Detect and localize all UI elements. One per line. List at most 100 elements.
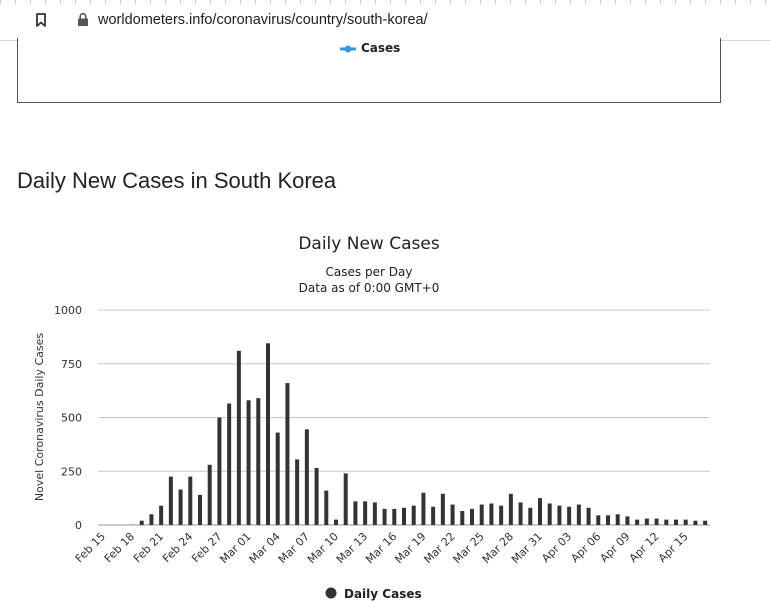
bar-mar-05[interactable] — [285, 383, 290, 525]
bar-feb-25[interactable] — [198, 494, 202, 525]
bar-apr-04[interactable] — [576, 504, 581, 525]
bar-apr-17[interactable] — [703, 520, 708, 525]
x-tick-label: Mar 01 — [217, 530, 253, 566]
bar-feb-19[interactable] — [139, 520, 144, 525]
y-tick-label: 1000 — [54, 304, 82, 317]
bar-apr-05[interactable] — [586, 507, 591, 525]
bar-mar-17[interactable] — [402, 507, 406, 525]
bar-mar-03[interactable] — [266, 343, 270, 525]
legend-label: Daily Cases — [344, 587, 422, 601]
bar-mar-31[interactable] — [538, 498, 542, 526]
y-axis-label: Novel Coronavirus Daily Cases — [33, 333, 46, 501]
url-text[interactable]: worldometers.info/coronavirus/country/so… — [98, 12, 428, 28]
browser-address-bar: worldometers.info/coronavirus/country/so… — [0, 0, 771, 41]
bar-feb-21[interactable] — [159, 505, 164, 525]
bar-apr-06[interactable] — [596, 515, 601, 525]
bar-feb-28[interactable] — [227, 403, 232, 525]
bar-mar-02[interactable] — [256, 398, 261, 525]
lock-icon[interactable] — [77, 12, 89, 27]
bar-feb-24[interactable] — [188, 476, 193, 526]
bar-mar-11[interactable] — [343, 473, 348, 525]
bar-feb-27[interactable] — [217, 417, 222, 526]
y-tick-label: 500 — [61, 412, 82, 425]
bar-mar-20[interactable] — [431, 506, 436, 525]
x-tick-label: Mar 31 — [509, 530, 545, 566]
bar-feb-26[interactable] — [207, 464, 212, 525]
bars — [130, 343, 708, 526]
bar-mar-14[interactable] — [372, 502, 377, 525]
bar-apr-15[interactable] — [683, 519, 688, 526]
x-tick-label: Apr 12 — [627, 530, 662, 565]
bar-mar-26[interactable] — [489, 503, 494, 526]
y-tick-label: 750 — [61, 358, 82, 371]
bar-feb-23[interactable] — [178, 489, 183, 525]
bar-apr-07[interactable] — [606, 515, 610, 525]
x-tick-label: Feb 21 — [131, 530, 166, 565]
x-tick-label: Mar 07 — [276, 530, 312, 566]
x-tick-label: Mar 19 — [392, 530, 428, 566]
bar-apr-08[interactable] — [615, 514, 620, 525]
x-tick-label: Mar 28 — [480, 530, 516, 566]
bar-mar-12[interactable] — [353, 501, 358, 525]
chart-subtitle-line-2: Data as of 0:00 GMT+0 — [299, 281, 440, 295]
bar-mar-23[interactable] — [460, 511, 465, 525]
y-tick-label: 250 — [61, 465, 82, 478]
x-tick-label: Mar 16 — [363, 530, 399, 566]
bar-apr-01[interactable] — [547, 503, 552, 526]
chart-title: Daily New Cases — [298, 234, 440, 254]
bar-mar-06[interactable] — [295, 459, 300, 525]
bar-mar-10[interactable] — [334, 519, 338, 526]
bar-apr-16[interactable] — [693, 520, 698, 525]
previous-chart-legend[interactable]: Cases — [340, 40, 400, 56]
bar-feb-22[interactable] — [168, 476, 173, 526]
bar-mar-19[interactable] — [421, 492, 426, 525]
bar-mar-22[interactable] — [450, 504, 455, 525]
bookmark-icon[interactable] — [36, 13, 46, 27]
daily-new-cases-chart: Daily New Cases Cases per Day Data as of… — [33, 234, 710, 601]
bar-mar-09[interactable] — [324, 490, 329, 525]
y-tick-label: 0 — [75, 519, 82, 532]
x-tick-label: Feb 15 — [73, 530, 108, 565]
bar-mar-13[interactable] — [363, 501, 368, 525]
x-tick-label: Apr 06 — [568, 530, 603, 565]
bar-mar-25[interactable] — [479, 504, 484, 525]
x-tick-label: Feb 18 — [102, 530, 137, 565]
bar-mar-27[interactable] — [499, 505, 504, 525]
bar-mar-29[interactable] — [518, 502, 523, 525]
bar-mar-04[interactable] — [275, 432, 280, 525]
bar-mar-07[interactable] — [304, 429, 309, 525]
bar-apr-11[interactable] — [644, 518, 649, 525]
bar-feb-29[interactable] — [236, 350, 241, 525]
x-tick-label: Mar 13 — [334, 530, 370, 566]
bar-mar-08[interactable] — [314, 468, 319, 525]
chart-legend[interactable]: Daily Cases — [325, 587, 422, 601]
previous-chart-legend-label: Cases — [361, 41, 401, 55]
x-tick-label: Apr 09 — [597, 530, 632, 565]
bar-apr-09[interactable] — [625, 516, 630, 525]
x-tick-label: Feb 24 — [160, 530, 195, 565]
chart-subtitle-line-1: Cases per Day — [326, 265, 413, 279]
bar-apr-03[interactable] — [567, 506, 572, 525]
x-tick-label: Mar 25 — [451, 530, 487, 566]
window-edge-strip — [0, 0, 771, 4]
bar-apr-02[interactable] — [557, 505, 562, 525]
bar-apr-10[interactable] — [635, 519, 640, 526]
bar-mar-28[interactable] — [508, 493, 513, 525]
x-tick-label: Apr 03 — [539, 530, 574, 565]
bar-mar-30[interactable] — [528, 507, 533, 525]
bar-apr-12[interactable] — [654, 518, 659, 525]
x-tick-label: Mar 04 — [247, 530, 283, 566]
bar-mar-24[interactable] — [470, 508, 474, 526]
bar-mar-01[interactable] — [246, 400, 251, 525]
bar-mar-16[interactable] — [392, 508, 397, 526]
x-tick-label: Mar 10 — [305, 530, 341, 566]
legend-line-icon — [340, 43, 356, 53]
legend-dot-icon — [325, 587, 337, 599]
bar-apr-14[interactable] — [674, 519, 678, 526]
bar-mar-18[interactable] — [411, 505, 416, 525]
bar-feb-20[interactable] — [149, 514, 154, 525]
bar-apr-13[interactable] — [664, 519, 669, 526]
bar-mar-21[interactable] — [440, 493, 445, 525]
bar-mar-15[interactable] — [382, 508, 387, 526]
